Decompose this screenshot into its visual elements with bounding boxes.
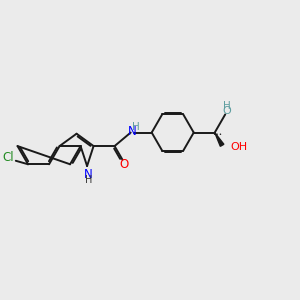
Text: O: O — [119, 158, 129, 172]
Text: N: N — [84, 168, 93, 181]
Text: •••: ••• — [212, 132, 222, 137]
Text: OH: OH — [230, 142, 248, 152]
Text: O: O — [222, 106, 231, 116]
Text: Cl: Cl — [3, 151, 14, 164]
Polygon shape — [215, 133, 224, 146]
Text: H: H — [223, 101, 231, 111]
Text: H: H — [85, 175, 92, 185]
Text: H: H — [132, 122, 140, 132]
Text: N: N — [128, 124, 136, 138]
